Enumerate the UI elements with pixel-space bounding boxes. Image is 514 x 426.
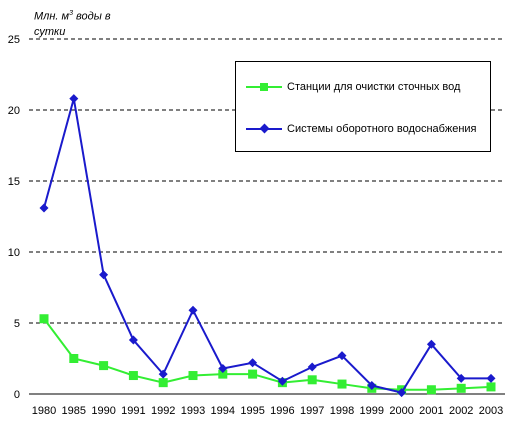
series-1 [39,94,496,398]
data-point-0-1994 [218,369,228,379]
y-tick-15: 15 [8,176,20,188]
x-tick-2002: 2002 [449,405,473,417]
data-point-1-1991 [128,335,138,345]
y-tick-25: 25 [8,34,20,46]
legend: Станции для очистки сточных вод Системы … [235,61,491,152]
y-tick-labels: 0 5 10 15 20 25 [8,34,20,401]
data-point-0-1990 [99,361,109,371]
data-point-0-1991 [128,371,138,381]
x-tick-labels: 1980 1985 1990 1991 1992 1993 1994 1995 1996 1997… [32,405,503,417]
x-tick-1985: 1985 [62,405,86,417]
data-point-1-1998 [337,351,347,361]
data-point-1-2000 [397,388,407,398]
legend-item-wastewater: Станции для очистки сточных вод [246,79,460,95]
data-point-1-1996 [277,376,287,386]
x-tick-1995: 1995 [240,405,264,417]
data-point-1-1994 [218,363,228,373]
data-point-0-2002 [456,383,466,393]
x-tick-1997: 1997 [300,405,324,417]
legend-item-recycling: Системы оборотного водоснабжения [246,121,477,137]
x-tick-2000: 2000 [389,405,413,417]
data-point-0-1985 [69,354,79,363]
data-point-1-2002 [456,373,466,383]
x-tick-1991: 1991 [121,405,145,417]
data-point-0-1993 [188,371,198,381]
y-tick-5: 5 [14,318,20,330]
x-tick-1999: 1999 [360,405,384,417]
data-point-1-1992 [158,369,168,379]
data-point-1-1985 [69,94,79,104]
legend-swatch-recycling [246,123,282,135]
y-tick-0: 0 [14,389,20,401]
data-point-1-1990 [99,270,109,280]
legend-swatch-wastewater [246,81,282,93]
data-point-1-2001 [426,339,436,349]
data-point-1-1980 [39,203,49,213]
y-tick-20: 20 [8,105,20,117]
series-group [39,94,496,398]
x-tick-1994: 1994 [211,405,235,417]
series-0 [39,314,496,395]
x-tick-1992: 1992 [151,405,175,417]
x-tick-1993: 1993 [181,405,205,417]
legend-label-recycling: Системы оборотного водоснабжения [287,123,477,135]
x-tick-1996: 1996 [270,405,294,417]
data-point-1-2003 [486,373,496,383]
series-line-1 [43,98,491,394]
y-axis-label: Млн. м3 воды в сутки [34,10,111,38]
series-line-0 [43,318,492,391]
x-tick-1980: 1980 [32,405,56,417]
data-point-1-1997 [307,362,317,372]
data-point-0-1997 [307,375,317,385]
legend-label-wastewater: Станции для очистки сточных вод [287,81,461,93]
data-point-0-2001 [426,385,436,395]
y-tick-10: 10 [8,247,20,259]
data-point-1-1999 [367,380,377,390]
x-tick-1990: 1990 [91,405,115,417]
data-point-0-1980 [39,314,49,324]
data-point-1-1995 [248,358,258,368]
data-point-0-2003 [486,382,496,392]
data-point-0-1995 [248,369,258,379]
data-point-0-1992 [158,378,168,388]
data-point-1-1993 [188,305,198,315]
x-tick-2001: 2001 [419,405,443,417]
data-point-0-1998 [337,379,347,389]
x-tick-2003: 2003 [479,405,503,417]
x-tick-1998: 1998 [330,405,354,417]
